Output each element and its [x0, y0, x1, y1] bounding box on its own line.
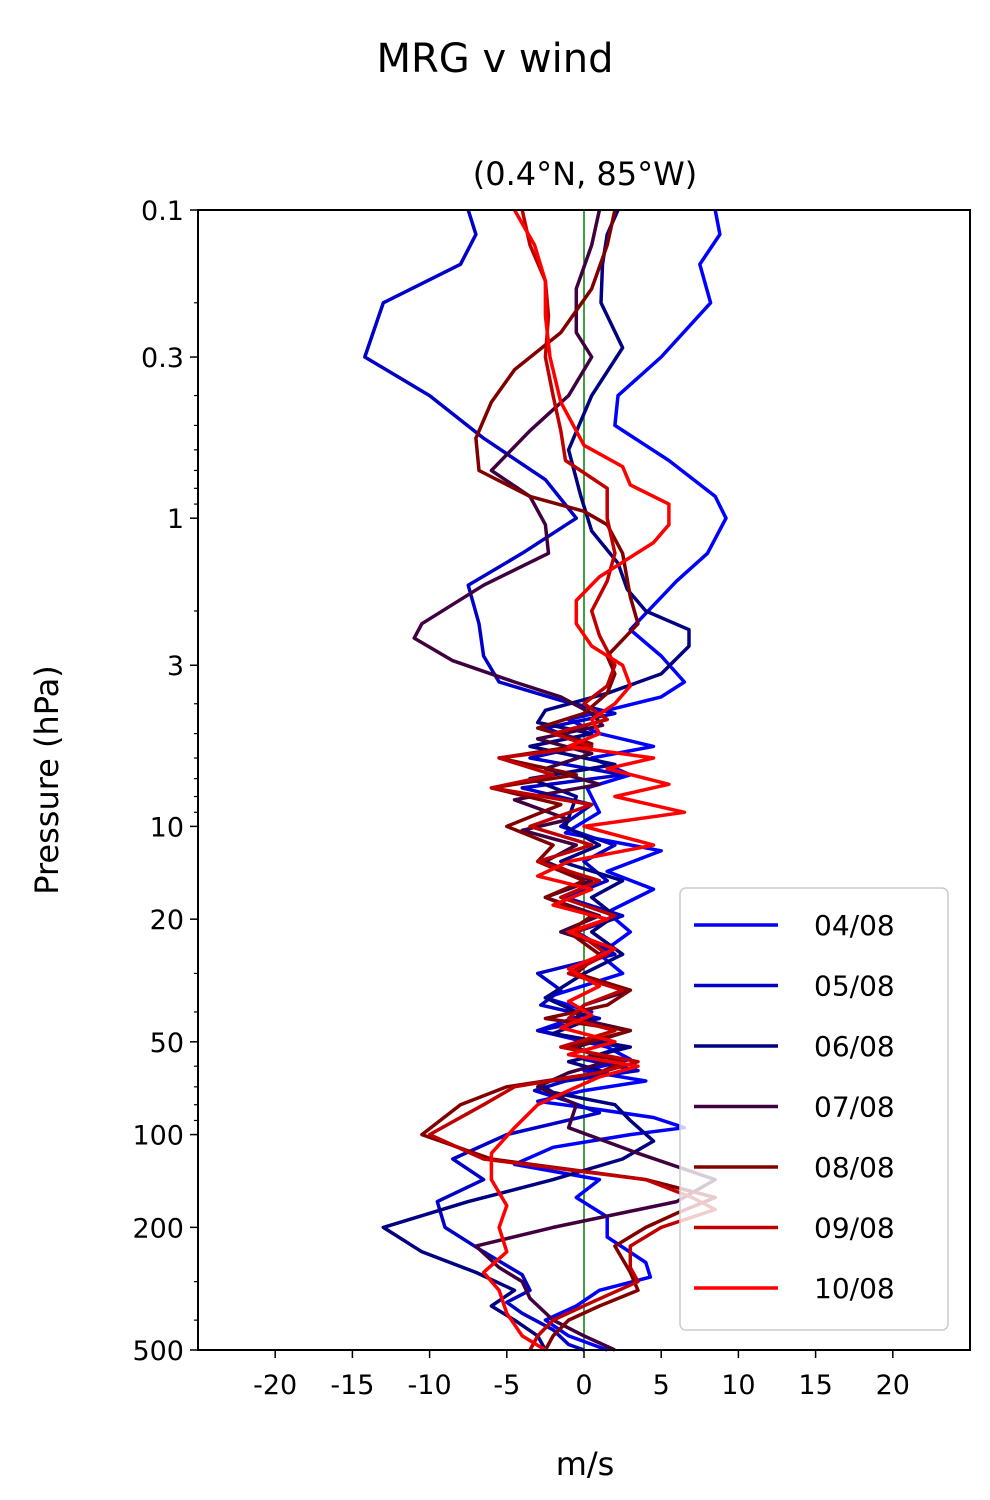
y-tick-label: 500 — [132, 1336, 184, 1367]
y-tick-label: 0.3 — [141, 343, 184, 374]
x-tick-label: 10 — [721, 1370, 755, 1401]
series-line-10-08 — [481, 209, 687, 1352]
legend-label: 10/08 — [814, 1272, 895, 1305]
chart-title: (0.4°N, 85°W) — [473, 155, 698, 193]
x-tick-label: -15 — [330, 1370, 374, 1401]
y-tick-label: 3 — [167, 651, 184, 682]
legend-label: 06/08 — [814, 1030, 895, 1063]
y-tick-label: 10 — [150, 812, 184, 843]
x-tick-label: 0 — [575, 1370, 592, 1401]
series-line-04-08 — [512, 209, 728, 1352]
x-tick-label: 5 — [653, 1370, 670, 1401]
legend-label: 09/08 — [814, 1212, 895, 1245]
x-tick-label: -5 — [493, 1370, 520, 1401]
y-tick-label: 100 — [132, 1121, 184, 1152]
chart-suptitle: MRG v wind — [377, 36, 614, 82]
series-line-05-08 — [363, 209, 640, 1352]
y-tick-label: 0.1 — [141, 196, 184, 227]
x-tick-label: -20 — [253, 1370, 297, 1401]
legend-label: 04/08 — [814, 909, 895, 942]
x-tick-label: -10 — [408, 1370, 452, 1401]
y-tick-label: 1 — [167, 504, 184, 535]
y-tick-label: 200 — [132, 1213, 184, 1244]
series-line-07-08 — [412, 209, 717, 1352]
x-tick-label: 15 — [798, 1370, 832, 1401]
legend-label: 05/08 — [814, 970, 895, 1003]
x-axis-label: m/s — [556, 1445, 615, 1483]
plot-frame — [197, 209, 971, 1351]
series-line-08-08 — [420, 209, 717, 1351]
y-tick-label: 50 — [150, 1028, 184, 1059]
y-axis-label: Pressure (hPa) — [28, 665, 66, 895]
legend-label: 08/08 — [814, 1151, 895, 1184]
legend-label: 07/08 — [814, 1091, 895, 1124]
x-tick-label: 20 — [876, 1370, 910, 1401]
y-tick-label: 20 — [150, 905, 184, 936]
legend-box — [679, 887, 949, 1331]
